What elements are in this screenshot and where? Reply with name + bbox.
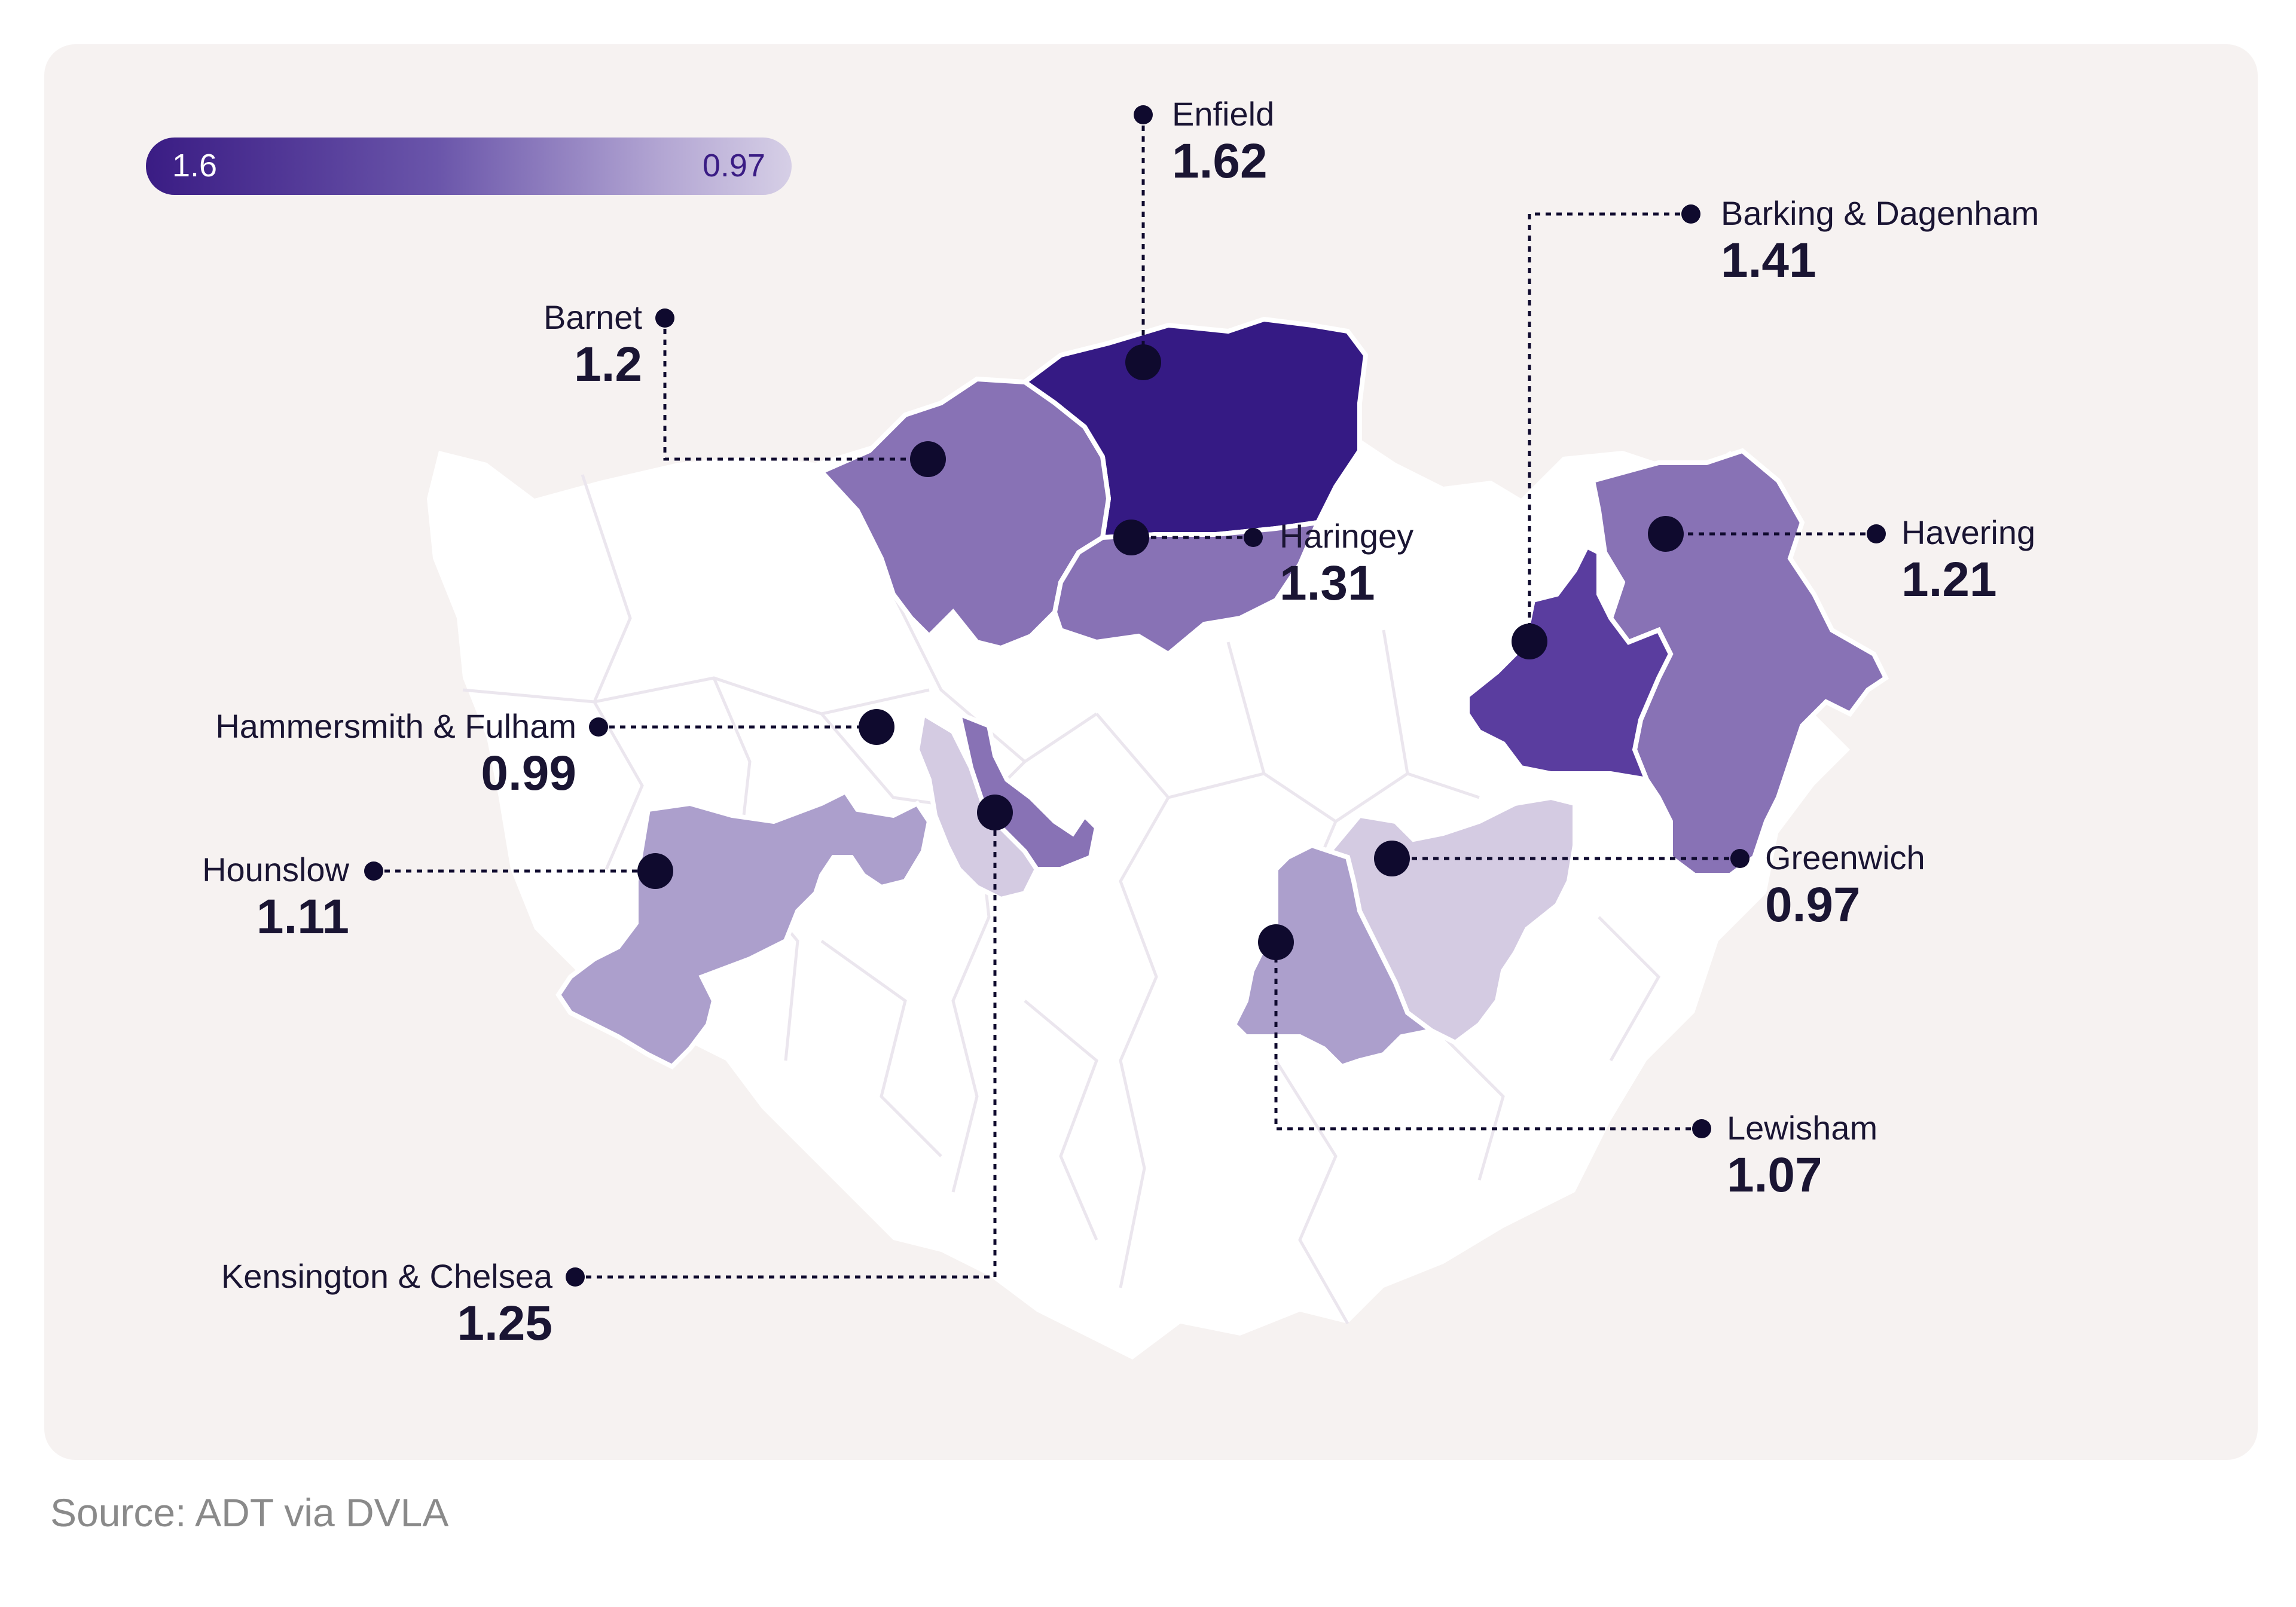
label-hammersmith-fulham: Hammersmith & Fulham 0.99 [122, 707, 576, 801]
dot-barnet [655, 308, 674, 328]
borough-value: 0.97 [1765, 878, 1861, 932]
label-hounslow: Hounslow 1.11 [104, 850, 349, 945]
dot-enfield [1134, 105, 1153, 124]
borough-value: 1.41 [1721, 233, 1816, 288]
borough-name: Haringey [1280, 517, 1414, 555]
marker-haringey [1113, 520, 1149, 555]
borough-name: Kensington & Chelsea [221, 1257, 552, 1295]
label-lewisham: Lewisham 1.07 [1727, 1108, 1877, 1203]
legend-max-label: 1.6 [172, 148, 218, 184]
borough-value: 1.07 [1727, 1148, 1822, 1202]
label-greenwich: Greenwich 0.97 [1765, 838, 1925, 933]
borough-name: Lewisham [1727, 1109, 1878, 1147]
legend-min-label: 0.97 [702, 148, 765, 184]
borough-name: Enfield [1172, 95, 1275, 133]
borough-value: 1.31 [1280, 556, 1375, 610]
borough-name: Hammersmith & Fulham [215, 707, 576, 745]
marker-hammersmith [859, 709, 894, 745]
dot-greenwich [1730, 849, 1750, 868]
borough-value: 0.99 [481, 746, 576, 801]
leader-line-lewisham [1274, 942, 1702, 1131]
label-dots [364, 105, 1886, 1287]
london-outline [427, 403, 1850, 1359]
dot-barking [1681, 204, 1700, 224]
borough-value: 1.11 [256, 890, 349, 944]
map-card: 1.6 0.97 Enfield 1.62 Barking & Dagenham… [44, 44, 2258, 1460]
leader-line-barnet [663, 318, 928, 461]
borough-name: Havering [1901, 514, 2036, 551]
marker-lewisham [1258, 924, 1294, 960]
label-haringey: Haringey 1.31 [1280, 517, 1413, 611]
marker-hounslow [637, 853, 673, 889]
borough-name: Hounslow [202, 851, 349, 888]
marker-enfield [1125, 344, 1161, 380]
dot-hammersmith [589, 717, 608, 737]
color-scale-legend: 1.6 0.97 [146, 138, 792, 195]
borough-value: 1.62 [1172, 134, 1268, 188]
label-barking-dagenham: Barking & Dagenham 1.41 [1721, 194, 2039, 288]
label-enfield: Enfield 1.62 [1172, 94, 1274, 189]
marker-greenwich [1374, 841, 1410, 876]
dot-hounslow [364, 861, 383, 881]
dot-haringey [1244, 528, 1263, 547]
source-caption: Source: ADT via DVLA [50, 1490, 449, 1535]
dot-havering [1867, 524, 1886, 543]
marker-kensington [977, 795, 1013, 830]
borough-name: Barking & Dagenham [1721, 194, 2039, 232]
marker-barking [1512, 624, 1547, 659]
borough-lewisham[interactable] [1231, 842, 1437, 1070]
marker-barnet [910, 441, 946, 477]
borough-name: Barnet [544, 298, 642, 336]
borough-barking-dagenham[interactable] [1465, 543, 1674, 783]
dot-lewisham [1692, 1119, 1711, 1138]
marker-havering [1648, 516, 1684, 552]
london-map [364, 105, 1889, 1359]
label-kensington-chelsea: Kensington & Chelsea 1.25 [122, 1257, 552, 1351]
borough-markers [637, 344, 1684, 960]
label-havering: Havering 1.21 [1901, 513, 2035, 607]
borough-value: 1.25 [457, 1296, 552, 1351]
leader-line-kensington [575, 812, 997, 1279]
leader-line-barking [1528, 212, 1691, 641]
borough-name: Greenwich [1765, 839, 1925, 876]
borough-value: 1.2 [574, 337, 642, 392]
dot-kensington [566, 1267, 585, 1287]
leader-lines [374, 115, 1876, 1279]
label-barnet: Barnet 1.2 [403, 298, 642, 392]
borough-value: 1.21 [1901, 552, 1997, 607]
